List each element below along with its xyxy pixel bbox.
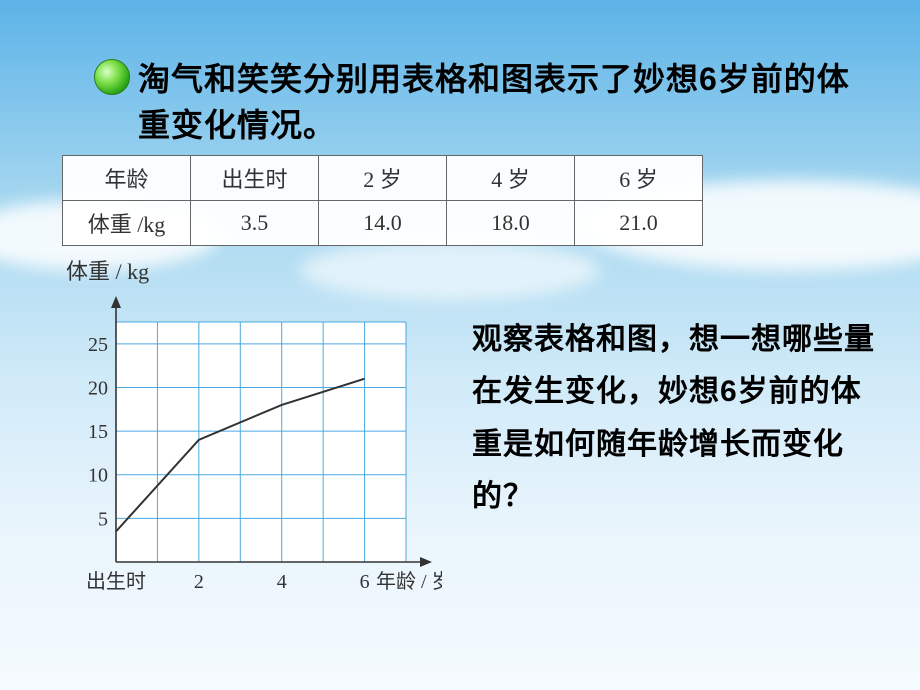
svg-text:2: 2 [194,571,204,593]
th-4y: 4 岁 [447,155,575,200]
line-chart: 体重 / kg 5 10 15 20 25 2 4 6 出生时 年龄 / 岁 [62,254,442,617]
table-data-row: 体重 /kg 3.5 14.0 18.0 21.0 [63,200,703,245]
cell-0: 3.5 [191,200,319,245]
cell-3: 21.0 [575,200,703,245]
th-birth: 出生时 [191,155,319,200]
y-axis-title: 体重 / kg [66,254,442,286]
svg-text:5: 5 [98,508,108,530]
svg-text:6: 6 [360,571,370,593]
bullet-icon [94,59,130,95]
cell-2: 18.0 [447,200,575,245]
th-2y: 2 岁 [319,155,447,200]
slide-title: 淘气和笑笑分别用表格和图表示了妙想6岁前的体重变化情况。 [138,56,860,149]
table-header-row: 年龄 出生时 2 岁 4 岁 6 岁 [63,155,703,200]
th-age: 年龄 [63,155,191,200]
svg-text:25: 25 [88,334,108,356]
weight-table: 年龄 出生时 2 岁 4 岁 6 岁 体重 /kg 3.5 14.0 18.0 … [62,155,703,246]
question-text: 观察表格和图，想一想哪些量在发生变化，妙想6岁前的体重是如何随年龄增长而变化的？ [472,314,892,617]
title-row: 淘气和笑笑分别用表格和图表示了妙想6岁前的体重变化情况。 [0,56,920,149]
row-header: 体重 /kg [63,200,191,245]
chart-svg: 5 10 15 20 25 2 4 6 出生时 年龄 / 岁 [62,292,442,612]
cell-1: 14.0 [319,200,447,245]
svg-text:出生时: 出生时 [86,570,146,593]
svg-text:20: 20 [88,377,108,399]
svg-text:15: 15 [88,421,108,443]
svg-text:10: 10 [88,465,108,487]
svg-text:4: 4 [277,571,287,593]
svg-text:年龄 / 岁: 年龄 / 岁 [376,570,442,593]
th-6y: 6 岁 [575,155,703,200]
